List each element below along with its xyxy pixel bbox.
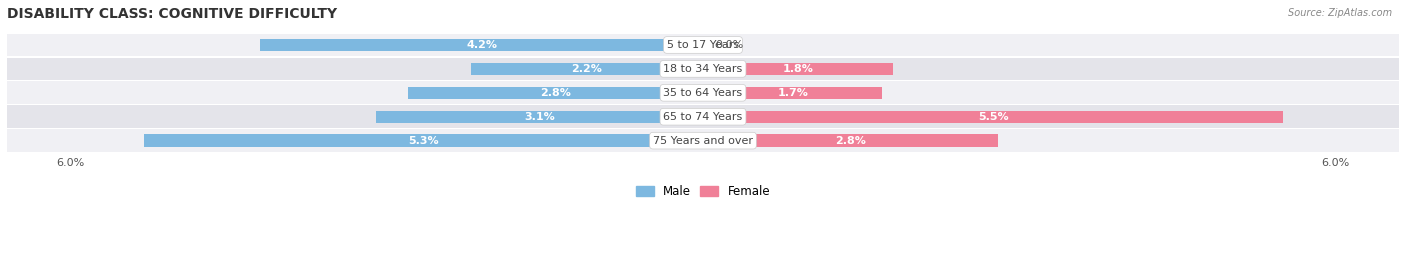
Bar	[408, 87, 703, 99]
Bar	[143, 134, 703, 147]
Text: 5 to 17 Years: 5 to 17 Years	[666, 40, 740, 50]
Text: Source: ZipAtlas.com: Source: ZipAtlas.com	[1288, 8, 1392, 18]
Bar	[703, 87, 883, 99]
Text: 0.0%: 0.0%	[716, 40, 744, 50]
Bar	[703, 110, 1284, 123]
Text: 2.8%: 2.8%	[835, 136, 866, 146]
Legend: Male, Female: Male, Female	[631, 180, 775, 203]
Text: 4.2%: 4.2%	[465, 40, 498, 50]
Bar	[375, 110, 703, 123]
Text: 35 to 64 Years: 35 to 64 Years	[664, 88, 742, 98]
Text: 2.2%: 2.2%	[572, 64, 602, 74]
Text: DISABILITY CLASS: COGNITIVE DIFFICULTY: DISABILITY CLASS: COGNITIVE DIFFICULTY	[7, 7, 337, 21]
Text: 5.5%: 5.5%	[977, 112, 1008, 122]
Bar	[703, 63, 893, 75]
Text: 75 Years and over: 75 Years and over	[652, 136, 754, 146]
Bar	[703, 134, 998, 147]
Text: 3.1%: 3.1%	[524, 112, 555, 122]
Bar	[7, 129, 1399, 152]
Text: 5.3%: 5.3%	[408, 136, 439, 146]
Text: 65 to 74 Years: 65 to 74 Years	[664, 112, 742, 122]
Bar	[7, 105, 1399, 128]
Bar	[7, 34, 1399, 56]
Text: 1.8%: 1.8%	[783, 64, 813, 74]
Bar	[7, 58, 1399, 80]
Text: 1.7%: 1.7%	[778, 88, 808, 98]
Bar	[260, 39, 703, 51]
Text: 2.8%: 2.8%	[540, 88, 571, 98]
Bar	[471, 63, 703, 75]
Bar	[7, 82, 1399, 104]
Text: 18 to 34 Years: 18 to 34 Years	[664, 64, 742, 74]
